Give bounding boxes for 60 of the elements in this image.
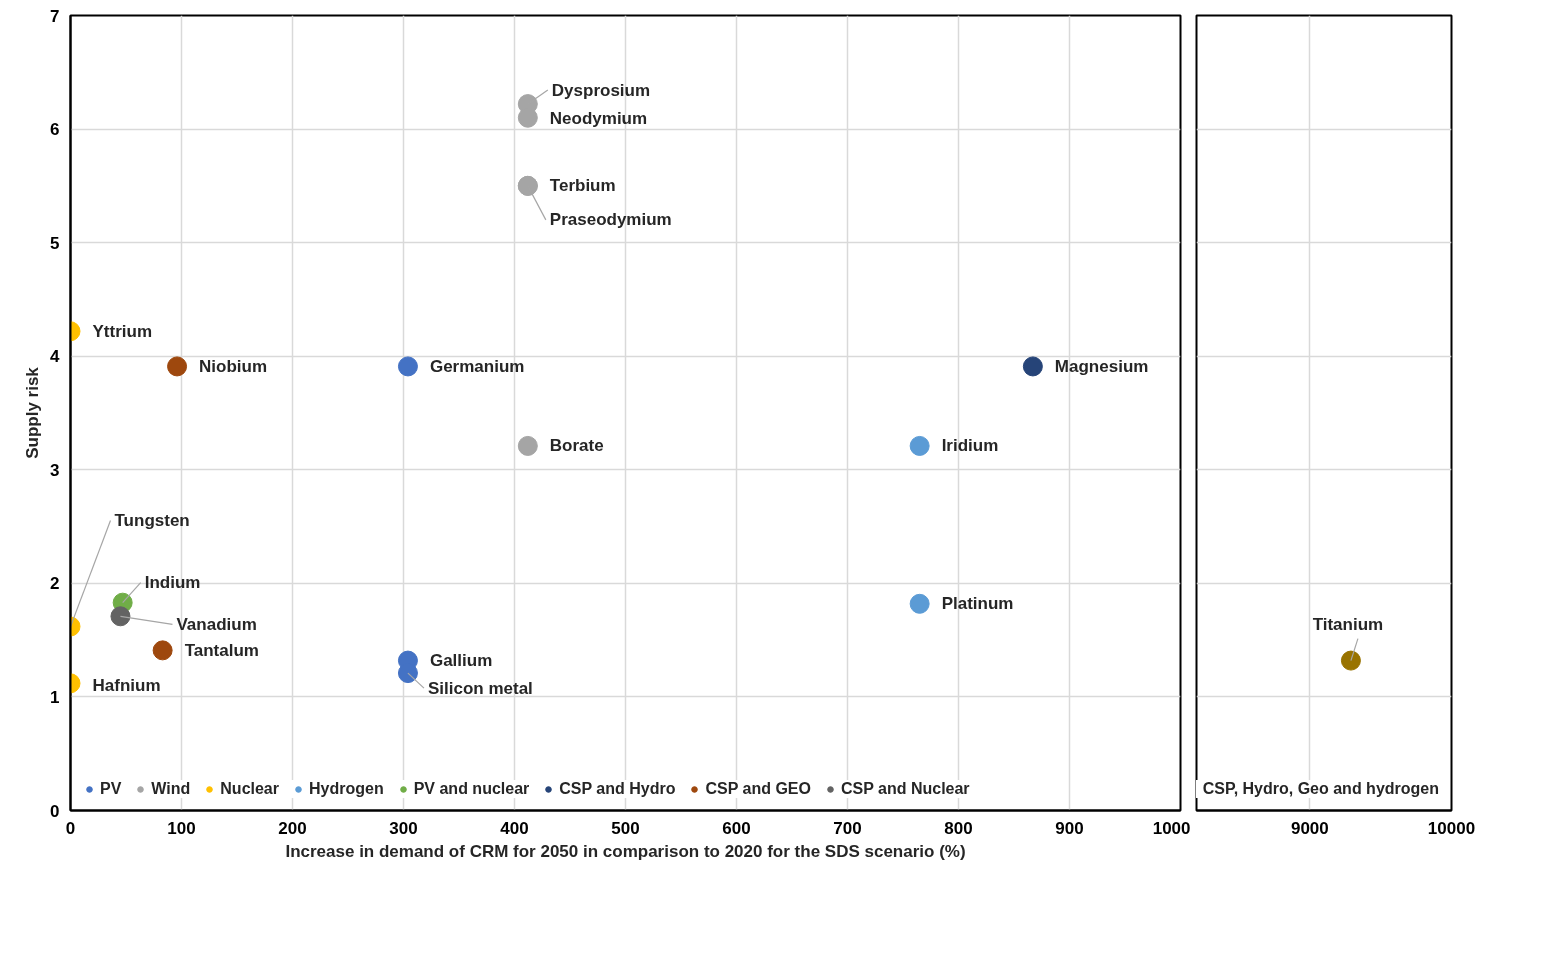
x-tick-label: 200 xyxy=(278,818,307,838)
annotation: Neodymium xyxy=(549,109,648,129)
point xyxy=(397,663,418,684)
point xyxy=(909,593,930,614)
x-tick-label: 0 xyxy=(65,818,76,838)
x-tick-label: 700 xyxy=(833,818,862,838)
annotation: Gallium xyxy=(429,651,493,671)
y-tick-label: 7 xyxy=(50,6,60,26)
x-tick-label: 400 xyxy=(500,818,529,838)
legend-label: CSP and Hydro xyxy=(559,780,676,798)
annotation: Germanium xyxy=(429,356,525,376)
x-tick-label: 600 xyxy=(722,818,751,838)
x-tick-label: 10000 xyxy=(1427,818,1476,838)
x-tick-label: 300 xyxy=(389,818,418,838)
point xyxy=(167,356,188,377)
x-tick-label: 100 xyxy=(167,818,196,838)
annotation: Indium xyxy=(144,573,201,593)
legend-label: Wind xyxy=(151,780,191,798)
annotation: Tungsten xyxy=(114,511,190,531)
y-tick-label: 1 xyxy=(50,687,60,707)
annotation: Borate xyxy=(549,436,604,456)
y-axis-title: Supply risk xyxy=(23,366,43,459)
x-tick-label: 1000 xyxy=(1152,818,1191,838)
y-tick-label: 6 xyxy=(50,120,60,140)
point xyxy=(517,435,538,456)
annotation: Titanium xyxy=(1312,615,1384,635)
point xyxy=(397,356,418,377)
y-tick-label: 2 xyxy=(50,574,60,594)
y-tick-label: 0 xyxy=(50,801,60,821)
annotation: Vanadium xyxy=(176,614,257,634)
annotation: Silicon metal xyxy=(427,678,533,698)
x-tick-label: 500 xyxy=(611,818,640,838)
legend-label: CSP and Nuclear xyxy=(840,780,970,798)
x-tick-label: 800 xyxy=(944,818,973,838)
legend-label: Hydrogen xyxy=(309,780,384,798)
x-axis-title: Increase in demand of CRM for 2050 in comparison to 2020 for the SDS scenario (%) xyxy=(285,841,966,861)
point xyxy=(1022,356,1043,377)
legend-label: CSP and GEO xyxy=(705,780,811,798)
y-tick-label: 3 xyxy=(50,460,60,480)
legend-label: PV xyxy=(100,780,122,798)
annotation: Magnesium xyxy=(1054,356,1149,376)
annotation: Terbium xyxy=(549,176,616,196)
annotation: Iridium xyxy=(941,436,999,456)
annotation: Niobium xyxy=(199,356,268,376)
annotation: Yttrium xyxy=(92,321,152,341)
annotation: Dysprosium xyxy=(551,80,651,100)
legend-label: PV and nuclear xyxy=(413,780,530,798)
annotation: Praseodymium xyxy=(549,210,672,230)
legend-label: Nuclear xyxy=(220,780,279,798)
x-tick-label: 900 xyxy=(1055,818,1084,838)
text: CSP, Hydro, Geo and hydrogen xyxy=(1202,780,1439,798)
y-tick-label: 5 xyxy=(50,233,60,253)
annotation: Hafnium xyxy=(92,675,161,695)
annotation: Platinum xyxy=(941,594,1014,614)
point xyxy=(909,435,930,456)
point xyxy=(152,640,173,661)
annotation: Tantalum xyxy=(184,640,259,660)
x-tick-label: 9000 xyxy=(1290,818,1329,838)
y-tick-label: 4 xyxy=(50,347,61,367)
point xyxy=(110,606,131,627)
